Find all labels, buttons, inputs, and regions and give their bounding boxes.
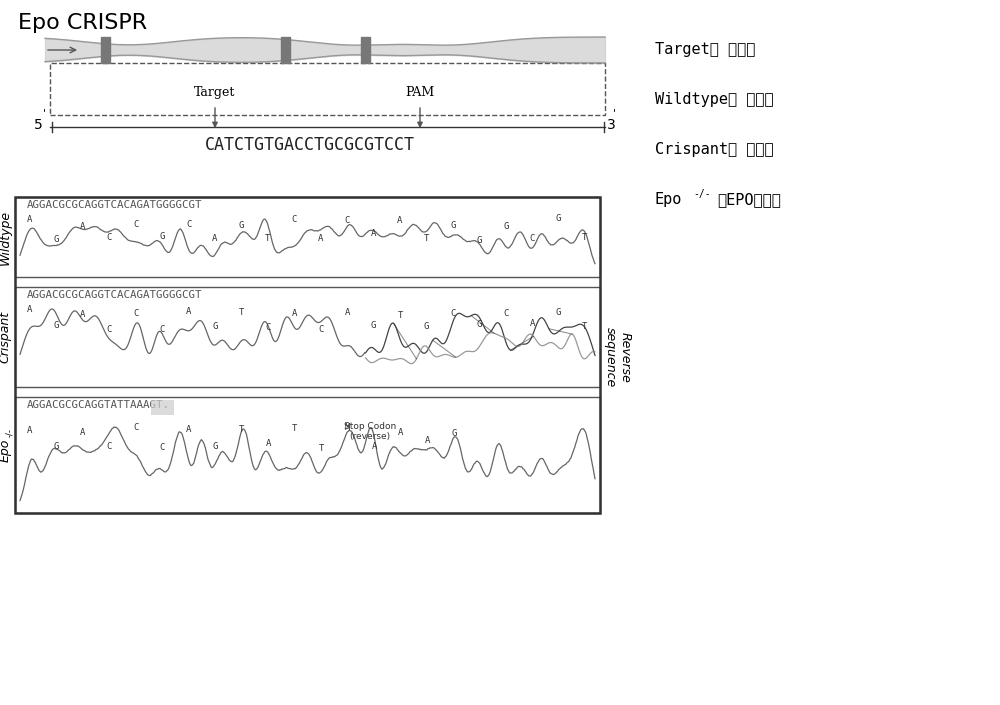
Text: T: T <box>582 322 588 331</box>
Text: A: A <box>425 436 430 445</box>
Text: PAM: PAM <box>405 86 435 99</box>
Bar <box>280 37 290 63</box>
Text: Epo: Epo <box>0 439 12 462</box>
Text: G: G <box>450 221 456 230</box>
Text: A: A <box>398 427 403 436</box>
Bar <box>15 397 600 513</box>
Text: A: A <box>529 319 535 329</box>
Text: G: G <box>212 322 218 331</box>
Bar <box>15 287 600 387</box>
Text: C: C <box>107 442 112 450</box>
Text: Target: Target <box>194 86 236 99</box>
Text: AGGACGCGCAGGTATTAAAGT.: AGGACGCGCAGGTATTAAAGT. <box>27 400 170 410</box>
Text: G: G <box>556 214 561 223</box>
Text: A: A <box>80 309 86 319</box>
Text: A: A <box>27 305 33 314</box>
Text: G: G <box>556 308 561 317</box>
Text: Wildtype: Wildtype <box>0 209 12 264</box>
Text: Reverse
sequence: Reverse sequence <box>604 327 632 387</box>
Text: ': ' <box>43 108 46 118</box>
Text: T: T <box>397 311 403 319</box>
Text: A: A <box>186 425 192 434</box>
Text: A: A <box>27 427 33 435</box>
Text: G: G <box>159 232 165 241</box>
Text: A: A <box>27 215 33 224</box>
Text: Target： 靶序列: Target： 靶序列 <box>655 42 755 58</box>
Text: A: A <box>371 229 376 238</box>
Text: -/-: -/- <box>5 429 14 437</box>
Text: T: T <box>319 443 324 453</box>
Bar <box>360 37 370 63</box>
Bar <box>15 197 600 513</box>
Text: Epo: Epo <box>655 192 682 207</box>
Text: C: C <box>160 443 165 452</box>
Text: T: T <box>292 424 298 433</box>
Text: G: G <box>477 320 482 329</box>
Text: Wildtype： 野生型: Wildtype： 野生型 <box>655 92 774 107</box>
Text: Crispant: Crispant <box>0 311 12 363</box>
Text: A: A <box>397 216 403 225</box>
Text: A: A <box>372 442 377 451</box>
Text: C: C <box>529 234 535 243</box>
Text: C: C <box>318 325 323 334</box>
Bar <box>101 37 110 63</box>
Text: ：EPO纯合子: ：EPO纯合子 <box>717 192 781 207</box>
Text: T: T <box>582 233 588 242</box>
Text: M: M <box>345 423 350 431</box>
Text: A: A <box>80 221 86 231</box>
Text: CATCTGTGACCTGCGCGTCCT: CATCTGTGACCTGCGCGTCCT <box>205 136 415 154</box>
Text: C: C <box>133 220 138 229</box>
Text: 5: 5 <box>34 118 43 132</box>
Text: T: T <box>239 424 245 434</box>
Text: 3: 3 <box>607 118 616 132</box>
Text: A: A <box>186 307 191 316</box>
Text: AGGACGCGCAGGTCACAGATGGGGCGT: AGGACGCGCAGGTCACAGATGGGGCGT <box>27 290 202 300</box>
Text: A: A <box>212 233 218 243</box>
Text: T: T <box>265 234 271 243</box>
Text: A: A <box>292 309 297 318</box>
Text: G: G <box>54 321 59 331</box>
Text: G: G <box>213 442 218 450</box>
Text: C: C <box>186 219 191 228</box>
Text: G: G <box>54 441 59 450</box>
Text: C: C <box>107 324 112 333</box>
Text: G: G <box>424 322 429 331</box>
Bar <box>15 197 600 277</box>
Text: Stop Codon
(reverse): Stop Codon (reverse) <box>344 422 396 441</box>
Text: C: C <box>107 233 112 242</box>
Text: ': ' <box>613 108 616 118</box>
Bar <box>50 63 605 115</box>
Text: G: G <box>503 221 508 231</box>
Text: C: C <box>503 309 508 318</box>
Text: T: T <box>239 307 244 317</box>
Text: A: A <box>344 308 350 317</box>
Text: C: C <box>265 323 271 332</box>
Text: G: G <box>371 321 376 331</box>
Text: AGGACGCGCAGGTCACAGATGGGGCGT: AGGACGCGCAGGTCACAGATGGGGCGT <box>27 200 202 210</box>
Text: T: T <box>424 234 429 243</box>
Text: C: C <box>450 309 456 319</box>
Text: G: G <box>477 235 482 245</box>
Text: A: A <box>80 428 86 437</box>
Text: G: G <box>239 221 244 230</box>
Text: C: C <box>133 424 139 432</box>
Text: -/-: -/- <box>693 189 711 199</box>
Text: A: A <box>318 234 323 243</box>
Text: A: A <box>266 439 271 448</box>
Text: C: C <box>344 216 350 226</box>
Text: C: C <box>133 309 138 318</box>
Text: G: G <box>451 429 456 438</box>
Text: Crispant： 嵌合体: Crispant： 嵌合体 <box>655 142 774 157</box>
Bar <box>151 400 174 415</box>
Text: C: C <box>292 214 297 223</box>
Text: G: G <box>54 235 59 243</box>
Text: C: C <box>159 325 165 334</box>
Text: Epo CRISPR: Epo CRISPR <box>18 13 147 33</box>
